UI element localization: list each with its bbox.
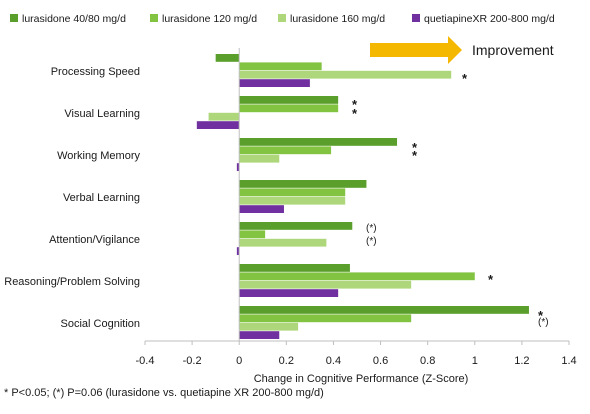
bar-1-6 [239, 264, 350, 272]
bar-4-1 [239, 79, 310, 87]
bar-3-1 [239, 70, 452, 79]
x-tick-label: 0 [236, 355, 242, 367]
bar-3-3 [239, 154, 280, 163]
improvement-label: Improvement [472, 42, 554, 58]
bar-1-2 [239, 96, 339, 104]
bar-1-3 [239, 138, 398, 146]
x-tick-label: -0.2 [183, 355, 202, 367]
x-tick-label: 1.4 [561, 355, 576, 367]
category-label: Working Memory [57, 150, 140, 162]
bar-4-6 [239, 289, 339, 297]
bar-2-6 [239, 272, 475, 281]
footnote: * P<0.05; (*) P=0.06 (lurasidone vs. que… [4, 387, 324, 399]
improvement-annotation: Improvement [370, 36, 554, 64]
legend-label-2: lurasidone 120 mg/d [162, 13, 257, 25]
significance-mark: * [538, 308, 544, 323]
legend-label-3: lurasidone 160 mg/d [290, 13, 385, 25]
category-label: Social Cognition [61, 318, 141, 330]
category-label: Visual Learning [64, 108, 140, 120]
significance-mark: (*) [366, 223, 377, 234]
bar-1-1 [215, 54, 240, 62]
legend-swatch-1 [10, 14, 18, 22]
significance-mark: (*) [366, 236, 377, 247]
bar-2-2 [239, 104, 339, 113]
bar-4-7 [239, 331, 280, 339]
significance-mark: (*) [538, 317, 549, 328]
x-axis-title: Change in Cognitive Performance (Z-Score… [254, 373, 469, 385]
significance-mark: * [462, 71, 468, 86]
x-tick-label: 0.4 [326, 355, 341, 367]
legend: lurasidone 40/80 mg/d lurasidone 120 mg/d… [10, 13, 555, 25]
x-tick-label: 0.8 [420, 355, 435, 367]
bar-2-5 [239, 230, 266, 239]
bar-3-7 [239, 322, 299, 331]
bar-3-2 [208, 112, 240, 121]
bar-3-4 [239, 196, 346, 205]
category-labels: Processing Speed Visual Learning Working M… [4, 66, 140, 330]
improvement-arrow [370, 36, 462, 64]
x-tick-label: 1.2 [514, 355, 529, 367]
bar-1-4 [239, 180, 367, 188]
significance-mark: * [412, 148, 418, 163]
category-label: Verbal Learning [63, 192, 140, 204]
bar-3-5 [239, 238, 327, 247]
bars [196, 54, 529, 339]
category-label: Reasoning/Problem Solving [4, 276, 140, 288]
significance-marks: *****(*)(*)**(*) [352, 71, 549, 328]
bar-2-3 [239, 146, 332, 155]
x-tick-label: 0.2 [279, 355, 294, 367]
category-label: Attention/Vigilance [49, 234, 140, 246]
significance-mark: * [352, 106, 358, 121]
x-axis-ticks: -0.4 -0.2 0 0.2 0.4 0.6 0.8 1 1.2 1.4 [136, 341, 577, 367]
legend-swatch-2 [150, 14, 158, 22]
legend-label-1: lurasidone 40/80 mg/d [22, 13, 126, 25]
bar-4-5 [236, 247, 240, 255]
chart: lurasidone 40/80 mg/d lurasidone 120 mg/d… [4, 13, 577, 385]
significance-mark: * [412, 140, 418, 155]
x-tick-label: 1 [472, 355, 478, 367]
legend-label-4: quetiapineXR 200-800 mg/d [424, 13, 555, 25]
bar-4-3 [236, 163, 240, 171]
x-tick-label: 0.6 [373, 355, 388, 367]
bar-2-7 [239, 314, 412, 323]
bar-1-5 [239, 222, 353, 230]
significance-mark: * [488, 272, 494, 287]
bar-2-1 [239, 62, 322, 71]
x-tick-label: -0.4 [136, 355, 155, 367]
bar-3-6 [239, 280, 412, 289]
bar-1-7 [239, 306, 529, 314]
significance-mark: * [352, 97, 358, 112]
legend-swatch-4 [412, 14, 420, 22]
bar-4-2 [196, 121, 240, 129]
bar-4-4 [239, 205, 284, 213]
legend-swatch-3 [278, 14, 286, 22]
bar-2-4 [239, 188, 346, 197]
category-label: Processing Speed [51, 66, 140, 78]
